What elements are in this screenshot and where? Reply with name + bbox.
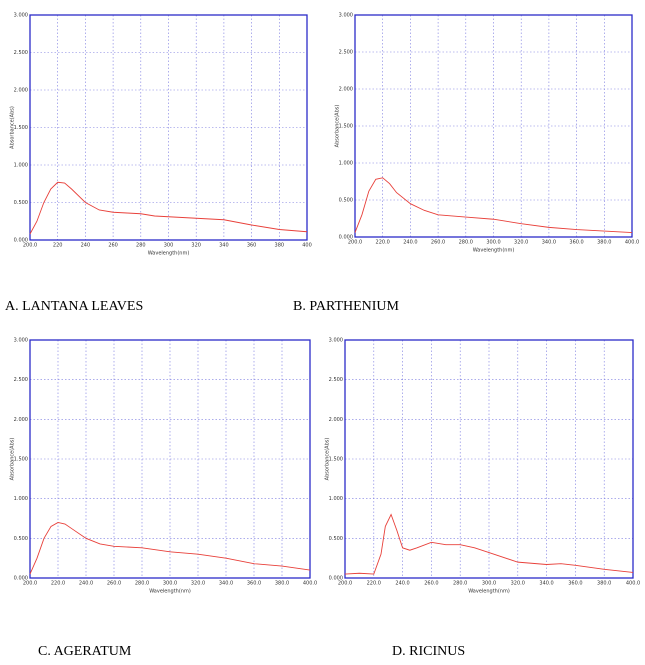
x-tick-label: 340.0 (219, 581, 233, 587)
y-tick-label: 2.000 (329, 417, 343, 423)
x-tick-label: 260 (108, 243, 118, 249)
x-tick-label: 400.0 (625, 240, 639, 246)
x-tick-label: 240.0 (79, 581, 93, 587)
x-tick-label: 220.0 (367, 581, 381, 587)
plot-frame (29, 14, 308, 241)
x-axis-title: Wavelength(nm) (468, 589, 510, 595)
x-tick-label: 380.0 (597, 240, 611, 246)
x-tick-label: 360 (247, 243, 257, 249)
x-tick-label: 320 (191, 243, 201, 249)
x-tick-label: 220 (53, 243, 63, 249)
x-tick-label: 400.0 (303, 581, 317, 587)
x-axis-title: Wavelength(nm) (148, 251, 190, 257)
y-tick-label: 1.000 (339, 161, 353, 167)
y-tick-label: 3.000 (14, 338, 28, 344)
x-tick-label: 280 (136, 243, 146, 249)
y-tick-label: 3.000 (339, 13, 353, 19)
plot-frame (29, 339, 311, 579)
y-axis-title: Absorbance(Abs) (10, 438, 16, 481)
spectrum-line (354, 177, 633, 234)
y-tick-label: 3.000 (14, 13, 28, 19)
x-tick-label: 260.0 (431, 240, 445, 246)
x-tick-label: 360.0 (569, 240, 583, 246)
spectrum-line (344, 513, 634, 575)
y-tick-label: 2.500 (329, 377, 343, 383)
y-tick-label: 0.500 (14, 536, 28, 542)
y-tick-label: 0.500 (339, 198, 353, 204)
y-axis-title: Absorbance(Abs) (335, 105, 341, 148)
x-tick-label: 280.0 (453, 581, 467, 587)
x-tick-label: 240.0 (403, 240, 417, 246)
x-tick-label: 400.0 (626, 581, 640, 587)
y-tick-label: 2.500 (14, 377, 28, 383)
x-tick-label: 220.0 (51, 581, 65, 587)
y-tick-label: 1.500 (329, 457, 343, 463)
y-tick-label: 0.000 (14, 576, 28, 582)
caption: C. AGERATUM (38, 644, 132, 659)
caption: D. RICINUS (392, 644, 465, 659)
y-tick-label: 0.500 (14, 200, 28, 206)
x-tick-label: 340.0 (542, 240, 556, 246)
x-tick-label: 200.0 (23, 243, 37, 249)
y-tick-label: 1.500 (14, 457, 28, 463)
y-tick-label: 0.000 (329, 576, 343, 582)
x-tick-label: 300.0 (486, 240, 500, 246)
x-tick-label: 300.0 (163, 581, 177, 587)
x-axis-title: Wavelength(nm) (149, 589, 191, 595)
y-tick-label: 2.500 (14, 50, 28, 56)
y-tick-label: 1.500 (339, 124, 353, 130)
y-tick-label: 1.000 (14, 496, 28, 502)
x-tick-label: 380 (275, 243, 285, 249)
y-tick-label: 1.000 (14, 163, 28, 169)
y-tick-label: 2.000 (14, 88, 28, 94)
x-tick-label: 340 (219, 243, 229, 249)
y-tick-label: 2.500 (339, 50, 353, 56)
caption: A. LANTANA LEAVES (5, 299, 143, 314)
y-axis-title: Absorbance(Abs) (325, 438, 331, 481)
y-tick-label: 2.000 (14, 417, 28, 423)
x-tick-label: 280.0 (135, 581, 149, 587)
caption: B. PARTHENIUM (293, 299, 400, 314)
y-tick-label: 2.000 (339, 87, 353, 93)
y-tick-label: 3.000 (329, 338, 343, 344)
plot-frame (344, 339, 634, 579)
x-tick-label: 340.0 (539, 581, 553, 587)
x-tick-label: 320.0 (514, 240, 528, 246)
x-tick-label: 200.0 (23, 581, 37, 587)
x-tick-label: 380.0 (597, 581, 611, 587)
y-tick-label: 0.500 (329, 536, 343, 542)
x-tick-label: 300 (164, 243, 174, 249)
x-tick-label: 200.0 (348, 240, 362, 246)
x-tick-label: 320.0 (191, 581, 205, 587)
x-tick-label: 380.0 (275, 581, 289, 587)
x-tick-label: 360.0 (247, 581, 261, 587)
plot-frame (354, 14, 633, 238)
y-tick-label: 0.000 (14, 238, 28, 244)
x-tick-label: 220.0 (376, 240, 390, 246)
y-tick-label: 1.500 (14, 125, 28, 131)
y-tick-label: 0.000 (339, 235, 353, 241)
x-tick-label: 260.0 (107, 581, 121, 587)
x-tick-label: 300.0 (482, 581, 496, 587)
y-tick-label: 1.000 (329, 496, 343, 502)
x-tick-label: 240 (81, 243, 91, 249)
x-axis-title: Wavelength(nm) (473, 248, 515, 254)
x-tick-label: 200.0 (338, 581, 352, 587)
x-tick-label: 280.0 (459, 240, 473, 246)
y-axis-title: Absorbance(Abs) (10, 106, 16, 149)
x-tick-label: 240.0 (395, 581, 409, 587)
x-tick-label: 260.0 (424, 581, 438, 587)
spectrum-line (29, 181, 308, 235)
x-tick-label: 400 (302, 243, 312, 249)
spectrum-line (29, 521, 311, 575)
x-tick-label: 320.0 (511, 581, 525, 587)
x-tick-label: 360.0 (568, 581, 582, 587)
